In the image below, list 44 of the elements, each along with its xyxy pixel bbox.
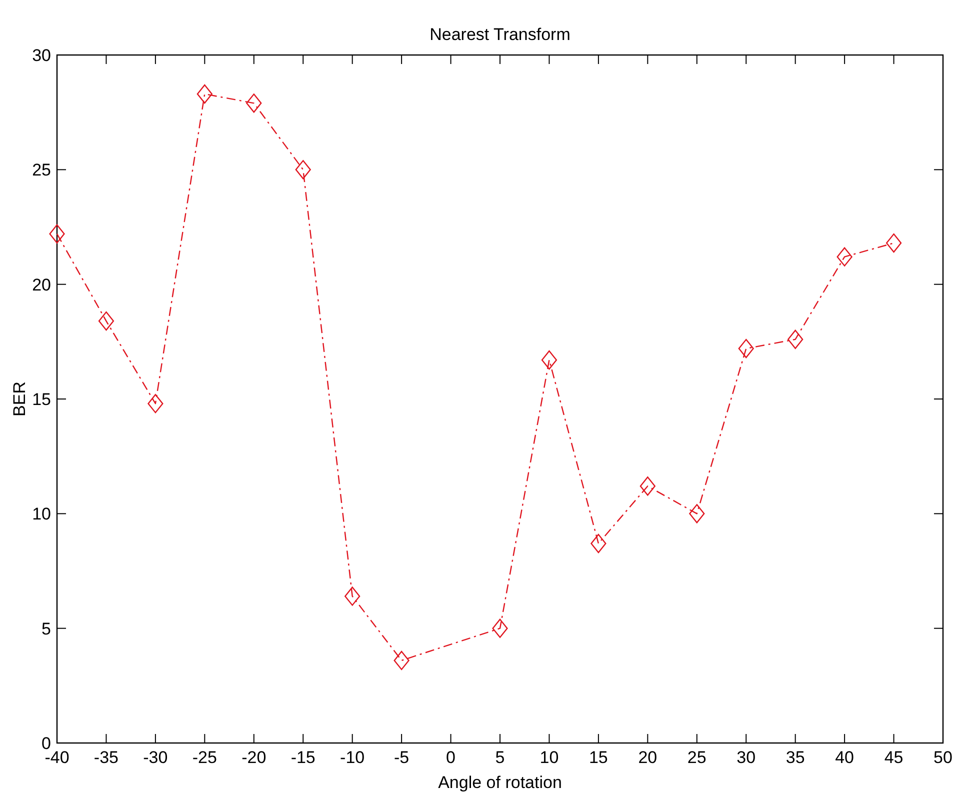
point — [836, 247, 852, 266]
point — [590, 534, 606, 554]
x-tick-label: 45 — [884, 748, 904, 767]
point — [492, 618, 508, 638]
x-axis-title: Angle of rotation — [438, 773, 562, 792]
x-tick-label: 0 — [446, 748, 456, 767]
x-tick-label: 20 — [638, 748, 658, 767]
point — [886, 233, 902, 253]
x-tick-label: -25 — [192, 748, 217, 767]
point — [738, 338, 754, 358]
y-tick-label: 15 — [32, 390, 51, 409]
point — [788, 330, 804, 349]
chart-title: Nearest Transform — [430, 25, 570, 44]
y-tick-label: 25 — [32, 160, 51, 180]
x-tick-label: 40 — [835, 748, 854, 767]
point — [196, 84, 212, 104]
x-tick-label: 25 — [687, 748, 706, 767]
x-tick-label: -30 — [143, 748, 168, 767]
point — [541, 350, 558, 370]
point — [689, 504, 705, 524]
point — [246, 94, 262, 113]
x-tick-label: -10 — [340, 748, 365, 767]
point — [344, 586, 360, 606]
x-tick-label: 5 — [495, 748, 505, 767]
x-tick-label: -35 — [94, 748, 119, 767]
x-tick-label: 10 — [540, 748, 559, 767]
y-tick-label: 20 — [32, 275, 51, 294]
point — [49, 224, 65, 244]
y-tick-label: 5 — [42, 619, 51, 638]
x-tick-label: 30 — [736, 748, 756, 767]
x-tick-label: -15 — [290, 748, 316, 767]
point — [148, 394, 164, 414]
y-tick-label: 30 — [32, 46, 51, 65]
point — [394, 650, 410, 670]
x-tick-label: -20 — [242, 748, 266, 767]
y-tick-label: 10 — [32, 504, 51, 524]
x-tick-label: -5 — [394, 748, 410, 767]
x-tick-label: 35 — [786, 748, 805, 767]
x-tick-label: 15 — [588, 748, 608, 767]
point — [640, 476, 656, 496]
y-axis-title: BER — [10, 382, 29, 416]
x-tick-label: 50 — [934, 748, 952, 767]
point — [295, 160, 311, 180]
point — [98, 311, 114, 331]
